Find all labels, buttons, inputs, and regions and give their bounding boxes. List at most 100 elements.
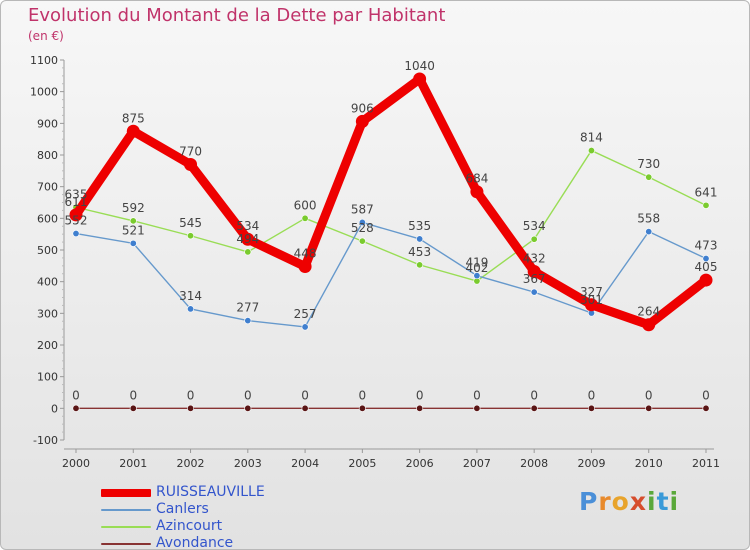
logo-letter: x bbox=[629, 487, 647, 516]
data-point bbox=[413, 72, 427, 86]
data-label: 535 bbox=[408, 219, 431, 233]
y-tick-label: 1000 bbox=[30, 86, 58, 99]
y-tick-label: 800 bbox=[37, 149, 58, 162]
logo-letter: o bbox=[611, 487, 630, 516]
legend-label: RUISSEAUVILLE bbox=[156, 484, 265, 500]
data-point bbox=[527, 265, 541, 279]
data-point bbox=[645, 173, 653, 181]
x-tick-label: 2001 bbox=[119, 457, 147, 470]
legend-swatch bbox=[101, 526, 151, 528]
legend-swatch bbox=[101, 543, 151, 545]
y-tick-label: 300 bbox=[37, 307, 58, 320]
data-label: 314 bbox=[179, 289, 202, 303]
data-point bbox=[702, 404, 710, 412]
data-label: 0 bbox=[473, 388, 481, 402]
data-label: 448 bbox=[294, 246, 317, 260]
data-label: 453 bbox=[408, 245, 431, 259]
data-point bbox=[473, 272, 481, 280]
data-point bbox=[69, 208, 83, 222]
logo-letter: t bbox=[656, 487, 670, 516]
data-point bbox=[301, 323, 309, 331]
data-label: 534 bbox=[523, 219, 546, 233]
legend-swatch bbox=[101, 509, 151, 511]
data-point bbox=[129, 239, 137, 247]
data-point bbox=[642, 318, 656, 332]
data-point bbox=[187, 232, 195, 240]
data-point bbox=[416, 235, 424, 243]
y-tick-label: 1100 bbox=[30, 54, 58, 67]
x-tick-label: 2010 bbox=[635, 457, 663, 470]
data-label: 0 bbox=[588, 388, 596, 402]
data-label: 264 bbox=[637, 305, 660, 319]
data-label: 552 bbox=[65, 214, 88, 228]
y-tick-label: 500 bbox=[37, 244, 58, 257]
data-label: 0 bbox=[301, 388, 309, 402]
data-point bbox=[358, 237, 366, 245]
data-point bbox=[587, 404, 595, 412]
data-label: 558 bbox=[637, 212, 660, 226]
y-tick-label: 700 bbox=[37, 181, 58, 194]
data-label: 635 bbox=[65, 187, 88, 201]
data-point bbox=[530, 288, 538, 296]
data-label: 402 bbox=[465, 261, 488, 275]
data-label: 473 bbox=[695, 239, 718, 253]
x-tick-label: 2002 bbox=[177, 457, 205, 470]
data-label: 528 bbox=[351, 221, 374, 235]
data-label: 545 bbox=[179, 216, 202, 230]
data-label: 0 bbox=[244, 388, 252, 402]
data-label: 277 bbox=[236, 301, 259, 315]
chart-title: Evolution du Montant de la Dette par Hab… bbox=[28, 5, 446, 26]
legend-swatch bbox=[101, 489, 151, 497]
data-label: 0 bbox=[187, 388, 195, 402]
data-label: 494 bbox=[236, 232, 259, 246]
data-point bbox=[416, 261, 424, 269]
logo-letter: P bbox=[579, 487, 599, 516]
data-point bbox=[244, 404, 252, 412]
data-point bbox=[129, 404, 137, 412]
data-label: 0 bbox=[530, 388, 538, 402]
data-point bbox=[645, 228, 653, 236]
data-point bbox=[298, 259, 312, 273]
data-point bbox=[72, 404, 80, 412]
y-tick-label: 900 bbox=[37, 117, 58, 130]
data-label: 301 bbox=[580, 293, 603, 307]
x-tick-label: 2011 bbox=[692, 457, 720, 470]
x-tick-label: 2000 bbox=[62, 457, 90, 470]
data-point bbox=[184, 158, 198, 171]
y-tick-label: -100 bbox=[33, 434, 58, 447]
x-tick-label: 2008 bbox=[520, 457, 548, 470]
data-label: 611 bbox=[65, 195, 88, 209]
series-line-canlers bbox=[75, 221, 707, 328]
logo-letter: i bbox=[669, 487, 680, 516]
data-label: 0 bbox=[416, 388, 424, 402]
data-label: 814 bbox=[580, 131, 603, 145]
data-label: 906 bbox=[351, 101, 374, 115]
data-point bbox=[241, 232, 255, 246]
data-label: 367 bbox=[523, 272, 546, 286]
data-label: 875 bbox=[122, 111, 145, 125]
series-line-ruisseauville bbox=[71, 74, 711, 330]
y-tick-label: 0 bbox=[51, 402, 58, 415]
data-label: 432 bbox=[523, 252, 546, 266]
data-point bbox=[129, 217, 137, 225]
x-tick-label: 2009 bbox=[577, 457, 605, 470]
data-label: 0 bbox=[129, 388, 137, 402]
legend-label: Azincourt bbox=[156, 518, 223, 534]
data-point bbox=[244, 317, 252, 325]
data-point bbox=[301, 214, 309, 222]
data-label: 0 bbox=[645, 388, 653, 402]
legend-label: Avondance bbox=[156, 535, 234, 550]
data-label: 0 bbox=[702, 388, 710, 402]
x-tick-label: 2003 bbox=[234, 457, 262, 470]
y-tick-label: 200 bbox=[37, 339, 58, 352]
data-point bbox=[473, 404, 481, 412]
x-tick-label: 2004 bbox=[291, 457, 319, 470]
data-label: 419 bbox=[465, 256, 488, 270]
data-point bbox=[470, 185, 484, 199]
data-point bbox=[530, 404, 538, 412]
data-label: 730 bbox=[637, 157, 660, 171]
x-tick-label: 2007 bbox=[463, 457, 491, 470]
data-label: 770 bbox=[179, 145, 202, 159]
